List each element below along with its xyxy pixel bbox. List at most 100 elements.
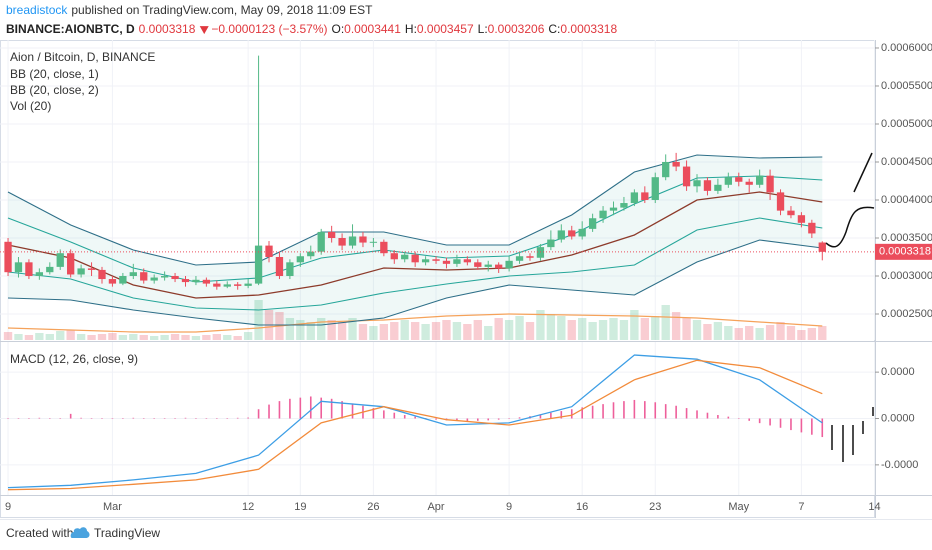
histogram-bar bbox=[132, 417, 135, 419]
histogram-bar bbox=[184, 417, 187, 419]
candle-body bbox=[495, 264, 503, 269]
candle-body bbox=[35, 272, 44, 277]
y-tick-label: 0.0003500 bbox=[881, 232, 932, 244]
forecast-curve bbox=[825, 206, 875, 248]
candle-body bbox=[724, 177, 732, 185]
volume-bar bbox=[223, 335, 232, 340]
candle-body bbox=[223, 284, 231, 287]
candle-body bbox=[662, 161, 670, 178]
logo bbox=[70, 527, 90, 538]
candle-body bbox=[588, 218, 597, 229]
volume-bar bbox=[546, 314, 556, 340]
candle-body bbox=[202, 279, 211, 284]
candle-body bbox=[275, 257, 284, 277]
legend-entry: Vol (20) bbox=[10, 99, 51, 113]
y-tick-label: 0.0000 bbox=[881, 366, 915, 378]
y-tick-label: 0.0003000 bbox=[881, 270, 932, 282]
footer-text: Created with bbox=[6, 526, 73, 540]
histogram-bar bbox=[205, 418, 208, 419]
band-line bbox=[7, 217, 823, 311]
candle-body bbox=[432, 259, 440, 261]
volume-bar bbox=[797, 330, 806, 340]
histogram-bar bbox=[497, 418, 500, 420]
y-tick-label: -0.0000 bbox=[881, 459, 918, 471]
volume-bar bbox=[734, 328, 743, 340]
x-tick-label: May bbox=[728, 501, 749, 513]
volume-bar bbox=[442, 320, 451, 340]
volume-bar bbox=[463, 324, 472, 340]
candle-body bbox=[390, 253, 398, 260]
volume-bar bbox=[14, 334, 23, 340]
candle-body bbox=[171, 276, 179, 280]
histogram-bar bbox=[69, 413, 72, 419]
histogram-bar bbox=[299, 397, 302, 419]
histogram-bar bbox=[456, 418, 458, 421]
volume-bar bbox=[619, 320, 629, 340]
band-basis bbox=[7, 191, 823, 299]
histogram-bar bbox=[623, 401, 625, 419]
y-tick-label: 0.0005000 bbox=[881, 118, 932, 130]
candle-body bbox=[296, 256, 304, 263]
candle-body bbox=[4, 241, 12, 273]
candle-body bbox=[160, 276, 169, 278]
volume-bar bbox=[671, 312, 681, 340]
candle-body bbox=[693, 180, 701, 187]
volume-bar bbox=[765, 325, 775, 340]
histogram-bar bbox=[101, 418, 103, 419]
candle-body bbox=[547, 239, 555, 248]
histogram-bar bbox=[508, 418, 510, 419]
histogram-bar bbox=[393, 412, 396, 419]
candle-body bbox=[682, 166, 691, 187]
x-tick-label: 9 bbox=[506, 501, 512, 513]
volume-bar bbox=[369, 326, 378, 340]
band-line bbox=[7, 239, 823, 326]
histogram-bar bbox=[48, 418, 51, 419]
histogram-bar bbox=[466, 418, 469, 422]
x-tick-label: 12 bbox=[242, 501, 254, 513]
macd-line bbox=[7, 354, 823, 489]
volume-bar bbox=[818, 326, 827, 340]
histogram-bar bbox=[341, 401, 343, 419]
candle-body bbox=[818, 242, 826, 252]
candle-body bbox=[234, 284, 242, 286]
y-tick-label: 0.0006000 bbox=[881, 42, 932, 54]
x-tick-label: 26 bbox=[367, 501, 379, 513]
candle-body bbox=[244, 283, 252, 286]
volume-bar bbox=[306, 322, 315, 340]
candle-body bbox=[46, 266, 54, 273]
histogram-bar bbox=[487, 418, 490, 421]
histogram-bar bbox=[800, 418, 803, 433]
volume-bar bbox=[431, 322, 441, 340]
volume-bar bbox=[139, 335, 148, 340]
histogram-bar bbox=[654, 402, 657, 419]
volume-bar bbox=[181, 335, 190, 340]
last-price-label: 0.0003318 bbox=[879, 246, 931, 258]
candle-body bbox=[808, 222, 816, 234]
volume-bar bbox=[160, 335, 169, 340]
volume-bar bbox=[598, 320, 608, 340]
candle-body bbox=[442, 260, 451, 264]
candle-body bbox=[67, 253, 75, 275]
x-tick-label: Apr bbox=[427, 501, 444, 513]
candle-body bbox=[140, 272, 148, 281]
histogram-bar bbox=[550, 412, 552, 419]
author: breadistock bbox=[6, 3, 68, 17]
volume-bar bbox=[515, 316, 524, 340]
footer-brand[interactable]: TradingView bbox=[94, 526, 160, 540]
candle-body bbox=[98, 269, 106, 280]
volume-bar bbox=[452, 322, 462, 340]
volume-bar bbox=[337, 322, 347, 340]
y-tick-label: 0.0000 bbox=[881, 412, 915, 424]
histogram-bar bbox=[320, 397, 323, 419]
histogram-bar bbox=[38, 417, 41, 419]
candle-body bbox=[77, 268, 85, 275]
candle-body bbox=[348, 236, 357, 246]
candle-body bbox=[307, 251, 315, 257]
candle-body bbox=[286, 262, 294, 277]
volume-bar bbox=[609, 318, 618, 340]
x-tick-label: 16 bbox=[576, 501, 588, 513]
y-tick-label: 0.0004500 bbox=[881, 156, 932, 168]
user-drawing bbox=[825, 152, 875, 462]
volume-bar bbox=[3, 332, 13, 340]
